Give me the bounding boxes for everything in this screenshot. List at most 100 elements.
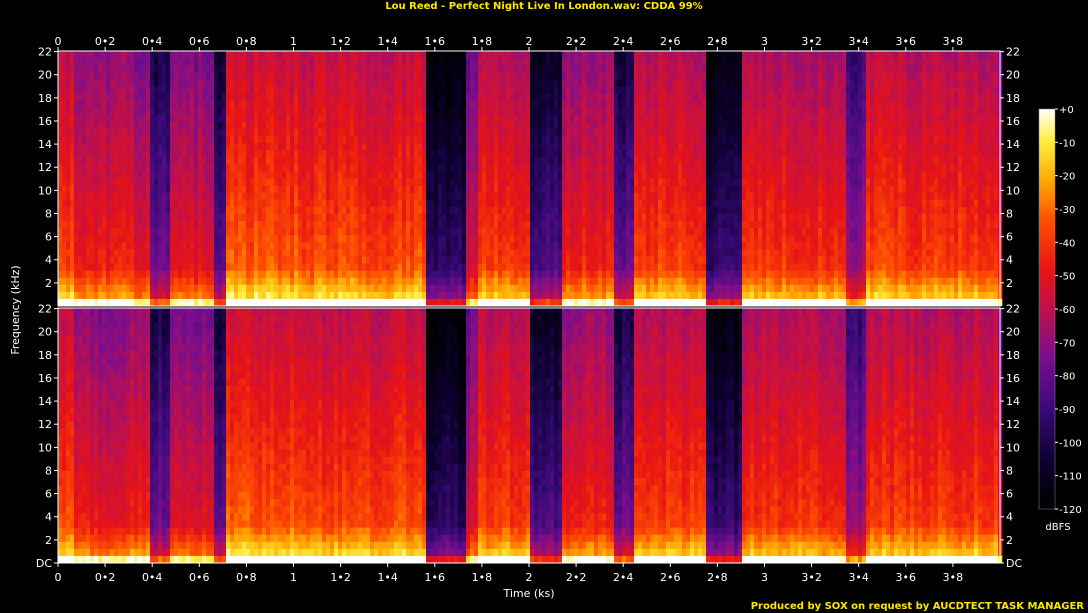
heatmap-cell [154,228,159,236]
heatmap-cell [106,256,111,264]
heatmap-cell [478,256,483,264]
heatmap-cell [438,72,443,80]
heatmap-cell [258,291,263,300]
heatmap-cell [294,107,299,116]
heatmap-cell [530,136,535,144]
heatmap-cell [138,150,143,158]
heatmap-cell [242,100,247,108]
heatmap-cell [206,192,211,201]
heatmap-cell [430,136,435,144]
heatmap-cell [334,199,339,208]
heatmap-cell [418,65,423,73]
heatmap-cell [290,256,295,264]
heatmap-cell [162,107,167,116]
heatmap-cell [402,72,407,80]
heatmap-cell [338,213,343,222]
heatmap-cell [346,157,351,165]
heatmap-cell [170,58,175,66]
heatmap-cell [466,298,471,307]
heatmap-cell [210,284,215,293]
heatmap-cell [314,235,319,243]
heatmap-cell [162,100,167,108]
heatmap-cell [350,164,355,172]
heatmap-cell [602,86,607,94]
heatmap-cell [122,199,127,208]
heatmap-cell [82,270,87,278]
heatmap-cell [198,178,203,186]
heatmap-cell [226,114,231,123]
heatmap-cell [490,65,495,73]
heatmap-cell [342,79,347,87]
heatmap-cell [414,213,419,222]
heatmap-cell [170,128,175,137]
heatmap-cell [362,121,367,130]
heatmap-cell [262,185,267,193]
heatmap-cell [358,291,363,300]
heatmap-cell [518,192,523,201]
heatmap-cell [214,284,219,293]
heatmap-cell [118,298,123,307]
heatmap-cell [378,100,383,108]
heatmap-cell [502,178,507,186]
heatmap-cell [202,143,207,151]
heatmap-cell [354,270,359,278]
heatmap-cell [282,221,287,229]
heatmap-cell [90,221,95,229]
heatmap-cell [458,192,463,201]
heatmap-cell [238,79,243,87]
heatmap-cell [310,171,315,179]
heatmap-cell [110,100,115,108]
heatmap-cell [422,65,427,73]
heatmap-cell [578,199,583,208]
heatmap-cell [74,249,79,257]
heatmap-cell [246,157,251,165]
heatmap-cell [314,136,319,144]
heatmap-cell [354,291,359,300]
heatmap-cell [426,157,431,165]
heatmap-cell [274,136,279,144]
heatmap-cell [310,213,315,222]
heatmap-cell [306,136,311,144]
heatmap-cell [558,242,563,250]
heatmap-cell [366,178,371,186]
heatmap-cell [538,157,543,165]
heatmap-cell [502,79,507,87]
heatmap-cell [606,171,611,179]
heatmap-cell [610,128,615,137]
heatmap-cell [118,114,123,123]
heatmap-cell [90,128,95,137]
heatmap-cell [398,72,403,80]
heatmap-cell [366,79,371,87]
heatmap-cell [294,65,299,73]
heatmap-cell [510,185,515,193]
heatmap-cell [422,242,427,250]
heatmap-cell [530,291,535,300]
heatmap-cell [314,93,319,101]
heatmap-cell [550,86,555,94]
heatmap-cell [506,58,511,66]
heatmap-cell [554,242,559,250]
heatmap-cell [610,121,615,130]
heatmap-cell [510,114,515,123]
heatmap-cell [402,284,407,293]
heatmap-cell [214,58,219,66]
heatmap-cell [70,93,75,101]
heatmap-cell [422,178,427,186]
heatmap-cell [378,192,383,201]
heatmap-cell [430,263,435,271]
heatmap-cell [422,157,427,165]
heatmap-cell [86,235,91,243]
heatmap-cell [338,235,343,243]
heatmap-cell [278,157,283,165]
heatmap-cell [386,136,391,144]
heatmap-cell [182,185,187,193]
heatmap-cell [142,171,147,179]
heatmap-cell [494,270,499,278]
heatmap-cell [322,270,327,278]
heatmap-cell [518,228,523,236]
heatmap-cell [586,114,591,123]
heatmap-cell [230,86,235,94]
heatmap-cell [238,235,243,243]
heatmap-cell [278,164,283,172]
heatmap-cell [226,65,231,73]
